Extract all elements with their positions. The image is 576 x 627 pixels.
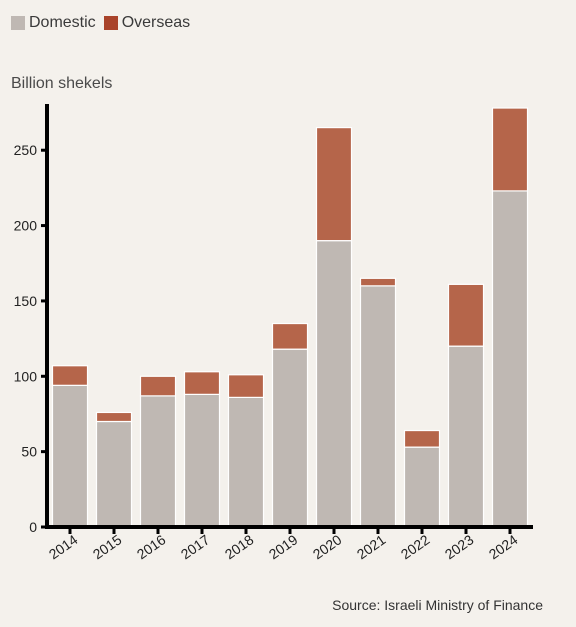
y-tick-label-100: 100 [14, 368, 38, 384]
legend-swatch-domestic [11, 16, 25, 30]
bar-overseas-2022 [403, 429, 441, 448]
bar-domestic-2018 [227, 396, 265, 528]
y-axis-unit-label: Billion shekels [11, 75, 113, 92]
y-tick-label-200: 200 [14, 218, 38, 234]
x-tick-label-2019: 2019 [266, 531, 301, 562]
x-tick-label-2016: 2016 [134, 531, 169, 562]
x-tick-label-2014: 2014 [46, 531, 81, 562]
x-tick-label-2022: 2022 [398, 531, 433, 562]
legend-item-overseas: Overseas [103, 14, 191, 32]
legend-label-overseas: Overseas [121, 14, 191, 31]
bar-domestic-2014 [51, 384, 89, 528]
bar-domestic-2024 [491, 190, 529, 528]
x-tick-label-2015: 2015 [90, 531, 125, 562]
bar-domestic-2019 [271, 348, 309, 528]
bar-overseas-2018 [227, 374, 265, 398]
bar-domestic-2015 [95, 420, 133, 528]
y-tick-label-50: 50 [21, 444, 37, 460]
x-tick-label-2020: 2020 [310, 531, 345, 562]
y-tick-label-0: 0 [29, 519, 37, 535]
bar-overseas-2016 [139, 375, 177, 397]
bar-overseas-2015 [95, 411, 133, 423]
bar-overseas-2020 [315, 127, 353, 242]
legend-label-domestic: Domestic [29, 14, 96, 31]
bar-overseas-2017 [183, 371, 221, 395]
bar-domestic-2020 [315, 240, 353, 528]
bar-overseas-2014 [51, 365, 89, 386]
legend-swatch-overseas [103, 16, 118, 30]
bar-overseas-2024 [491, 107, 529, 192]
bar-domestic-2017 [183, 393, 221, 528]
x-tick-label-2024: 2024 [486, 531, 521, 562]
bar-domestic-2016 [139, 395, 177, 528]
bar-domestic-2022 [403, 446, 441, 528]
x-tick-label-2017: 2017 [178, 531, 213, 562]
x-tick-label-2021: 2021 [354, 531, 389, 562]
bar-overseas-2021 [359, 277, 397, 287]
x-tick-label-2018: 2018 [222, 531, 257, 562]
bar-domestic-2021 [359, 285, 397, 528]
legend-item-domestic: Domestic [11, 14, 96, 32]
legend: Domestic Overseas [11, 14, 190, 32]
y-tick-label-250: 250 [14, 142, 38, 158]
bar-domestic-2023 [447, 345, 485, 528]
bar-overseas-2023 [447, 283, 485, 347]
y-tick-label-150: 150 [14, 293, 38, 309]
x-tick-label-2023: 2023 [442, 531, 477, 562]
source-note: Source: Israeli Ministry of Finance [332, 597, 543, 613]
bar-overseas-2019 [271, 322, 309, 350]
